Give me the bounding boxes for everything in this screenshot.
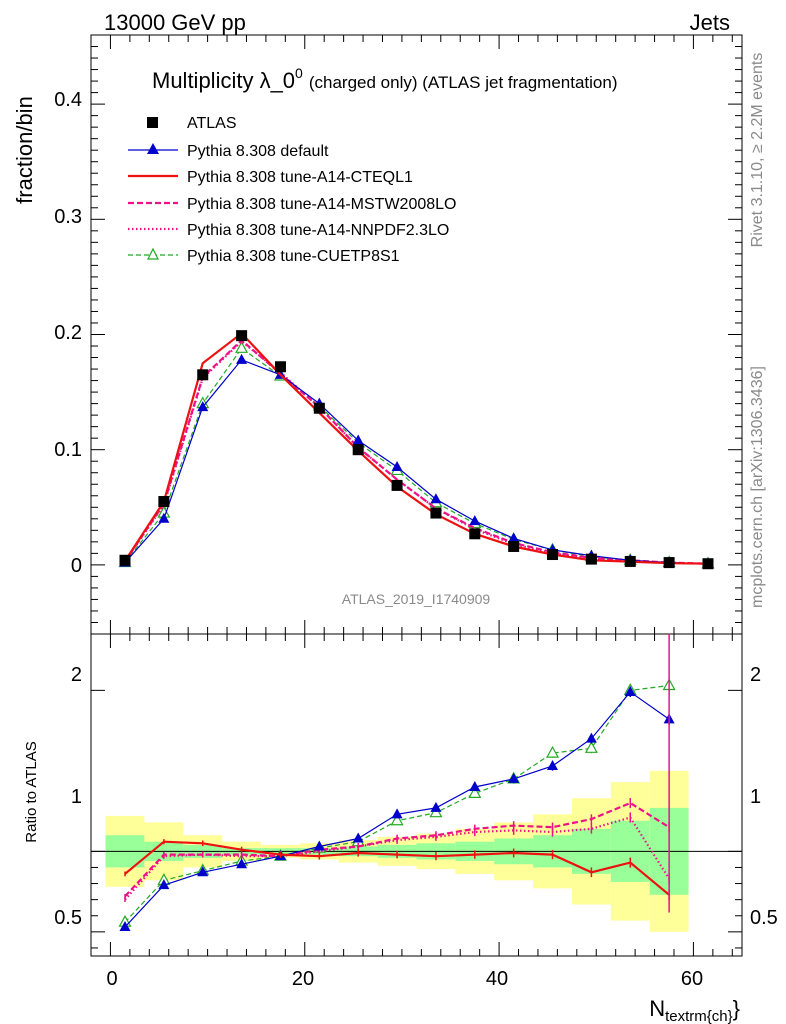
chart-title-main: Multiplicity λ_0 xyxy=(152,68,295,93)
data-point-atlas-4 xyxy=(274,361,286,373)
series-line-top-2 xyxy=(124,338,709,565)
rivet-label: Rivet 3.1.10, ≥ 2.2M events xyxy=(749,53,766,248)
series-line-top-1 xyxy=(124,331,709,565)
y-tick-bottom-2: 2 xyxy=(71,664,82,686)
axis-tick-labels: 0 20 40 60 0 0.1 0.2 0.3 0.4 0.5 1 2 0.5… xyxy=(54,89,778,990)
chart-title: Multiplicity λ_00 (charged only) (ATLAS j… xyxy=(152,65,618,93)
series-point-top-4-3 xyxy=(235,341,249,353)
y-tick-bottom-right-2: 2 xyxy=(750,664,761,686)
data-point-atlas-15 xyxy=(702,558,714,570)
series-point-bottom-0-13 xyxy=(624,685,636,696)
y-axis-label-top: fraction/bin xyxy=(12,96,37,204)
data-point-atlas-3 xyxy=(236,330,248,342)
series-point-top-0-7 xyxy=(391,460,403,471)
legend-marker-default xyxy=(147,143,159,154)
data-point-atlas-11 xyxy=(547,549,559,561)
data-point-atlas-6 xyxy=(352,444,364,456)
x-axis-label-main: N xyxy=(649,996,665,1021)
bottom-panel-frame xyxy=(90,633,743,957)
watermark: ATLAS_2019_I1740909 xyxy=(342,591,491,607)
series-point-bottom-0-11 xyxy=(547,760,559,771)
legend-label-mstw: Pythia 8.308 tune-A14-MSTW2008LO xyxy=(187,196,456,213)
series-point-bottom-0-10 xyxy=(508,772,520,783)
y-tick-top-0.2: 0.2 xyxy=(54,322,82,344)
y-tick-top-0.4: 0.4 xyxy=(54,89,82,111)
data-point-atlas-7 xyxy=(391,479,403,491)
series-point-bottom-0-12 xyxy=(585,732,597,743)
legend-marker-cuetp8s1 xyxy=(147,247,159,260)
series-point-top-0-9 xyxy=(469,515,481,526)
header-right: Jets xyxy=(690,10,730,35)
x-tick-20: 20 xyxy=(292,968,314,990)
data-point-atlas-10 xyxy=(508,540,520,552)
x-tick-0: 0 xyxy=(106,968,117,990)
data-point-atlas-9 xyxy=(469,528,481,540)
series-point-bottom-0-9 xyxy=(469,780,481,791)
legend: ATLAS Pythia 8.308 default Pythia 8.308 … xyxy=(128,115,456,265)
series-point-top-0-10 xyxy=(508,532,520,543)
series-point-bottom-0-5 xyxy=(313,840,325,851)
legend-label-default: Pythia 8.308 default xyxy=(187,143,329,160)
data-point-atlas-5 xyxy=(313,402,325,414)
data-point-atlas-12 xyxy=(585,553,597,565)
chart-title-sub: (charged only) (ATLAS jet fragmentation) xyxy=(309,73,618,92)
x-tick-60: 60 xyxy=(681,968,703,990)
series-point-bottom-0-1 xyxy=(158,879,170,890)
series-point-bottom-4-7 xyxy=(390,813,404,826)
y-tick-bottom-right-1: 1 xyxy=(750,786,761,808)
bottom-panel-series xyxy=(118,634,676,932)
x-axis-label-close: } xyxy=(733,996,740,1021)
series-point-top-0-1 xyxy=(158,512,170,523)
data-point-atlas-1 xyxy=(158,496,170,508)
data-point-atlas-8 xyxy=(430,507,442,519)
series-point-bottom-0-2 xyxy=(197,866,209,877)
legend-label-atlas: ATLAS xyxy=(187,115,237,132)
x-axis-label-sub: textrm{ch} xyxy=(665,1008,733,1024)
y-axis-label-bottom: Ratio to ATLAS xyxy=(23,741,40,842)
legend-label-nnpdf: Pythia 8.308 tune-A14-NNPDF2.3LO xyxy=(187,222,449,239)
series-point-bottom-0-6 xyxy=(352,832,364,843)
x-axis-label: Ntextrm{ch}} xyxy=(649,996,740,1024)
mcplots-label: mcplots.cern.ch [arXiv:1306.3436] xyxy=(749,366,766,608)
x-tick-40: 40 xyxy=(486,968,508,990)
axis-ticks xyxy=(91,35,742,956)
data-point-atlas-2 xyxy=(197,369,209,381)
legend-label-cuetp8s1: Pythia 8.308 tune-CUETP8S1 xyxy=(187,248,400,265)
y-tick-top-0.1: 0.1 xyxy=(54,439,82,461)
legend-label-cteql1: Pythia 8.308 tune-A14-CTEQL1 xyxy=(187,169,413,186)
series-line-top-4 xyxy=(124,347,709,565)
series-line-top-0 xyxy=(124,359,709,565)
series-point-top-0-3 xyxy=(236,353,248,364)
series-point-bottom-4-11 xyxy=(546,745,560,758)
y-tick-bottom-right-0.5: 0.5 xyxy=(750,907,778,929)
series-point-top-0-8 xyxy=(430,493,442,504)
series-line-top-3 xyxy=(124,339,709,565)
series-point-bottom-0-7 xyxy=(391,808,403,819)
series-point-bottom-4-9 xyxy=(468,786,482,798)
series-point-bottom-0-3 xyxy=(236,858,248,869)
series-point-top-0-2 xyxy=(197,401,209,412)
ratio-uncertainty-bands xyxy=(91,770,742,932)
data-point-atlas-13 xyxy=(624,555,636,567)
legend-marker-atlas xyxy=(147,117,158,128)
chart-title-sup: 0 xyxy=(295,65,303,81)
header-left: 13000 GeV pp xyxy=(104,10,246,35)
series-point-bottom-4-12 xyxy=(584,741,598,753)
y-tick-bottom-0.5: 0.5 xyxy=(54,907,82,929)
series-point-bottom-0-0 xyxy=(119,921,131,932)
y-tick-bottom-1: 1 xyxy=(71,786,82,808)
y-tick-top-0.3: 0.3 xyxy=(54,206,82,228)
top-panel-series xyxy=(118,330,715,570)
data-point-atlas-14 xyxy=(663,557,675,569)
series-point-bottom-0-8 xyxy=(430,801,442,812)
y-tick-top-0: 0 xyxy=(71,555,82,577)
series-point-top-0-6 xyxy=(352,434,364,445)
data-point-atlas-0 xyxy=(119,554,131,566)
